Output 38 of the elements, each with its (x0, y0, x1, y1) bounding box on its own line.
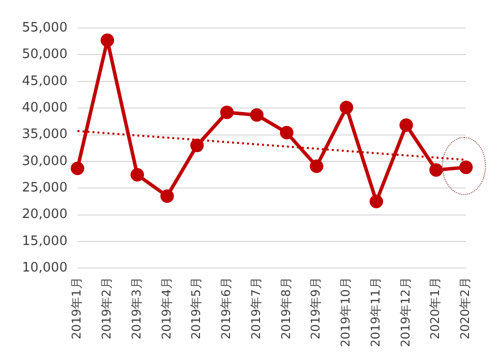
x-tick-label: 2019年11月 (368, 277, 382, 348)
x-tick-label: 2019年5月 (189, 277, 204, 340)
point (70, 162, 84, 176)
point (100, 34, 114, 48)
point (160, 189, 174, 203)
y-tick-label: 50,000 (22, 47, 68, 62)
x-tick-label: 2019年2月 (100, 277, 114, 340)
y-tick-label: 20,000 (22, 207, 68, 222)
x-tick-label: 2020年2月 (458, 277, 472, 340)
x-tick-label: 2019年8月 (278, 277, 293, 340)
point (250, 108, 264, 122)
y-tick-label: 40,000 (22, 100, 68, 116)
point (459, 160, 473, 174)
point (340, 100, 354, 114)
y-tick-label: 25,000 (22, 180, 68, 196)
x-tick-label: 2019年12月 (398, 277, 412, 348)
x-tick-label: 2019年9月 (308, 277, 323, 340)
x-tick-label: 2019年1月 (70, 277, 84, 340)
point (190, 138, 204, 152)
y-tick-label: 35,000 (22, 127, 68, 142)
y-tick-label: 55,000 (22, 20, 68, 36)
x-tick-label: 2019年6月 (219, 277, 234, 340)
point (220, 106, 234, 120)
y-tick-label: 45,000 (22, 74, 68, 89)
point (310, 159, 324, 173)
point (130, 168, 144, 182)
y-tick-label: 15,000 (22, 234, 68, 249)
x-tick-label: 2019年7月 (248, 277, 263, 340)
x-tick-label: 2019年3月 (129, 277, 144, 340)
x-tick-label: 2019年10月 (338, 277, 353, 348)
x-tick-label: 2020年1月 (428, 277, 442, 340)
y-tick-label: 10,000 (22, 260, 68, 276)
point (399, 118, 413, 132)
point (370, 194, 384, 208)
y-tick-label: 30,000 (22, 154, 68, 169)
point (429, 163, 443, 177)
x-tick-label: 2019年4月 (159, 277, 174, 340)
point (280, 126, 294, 140)
